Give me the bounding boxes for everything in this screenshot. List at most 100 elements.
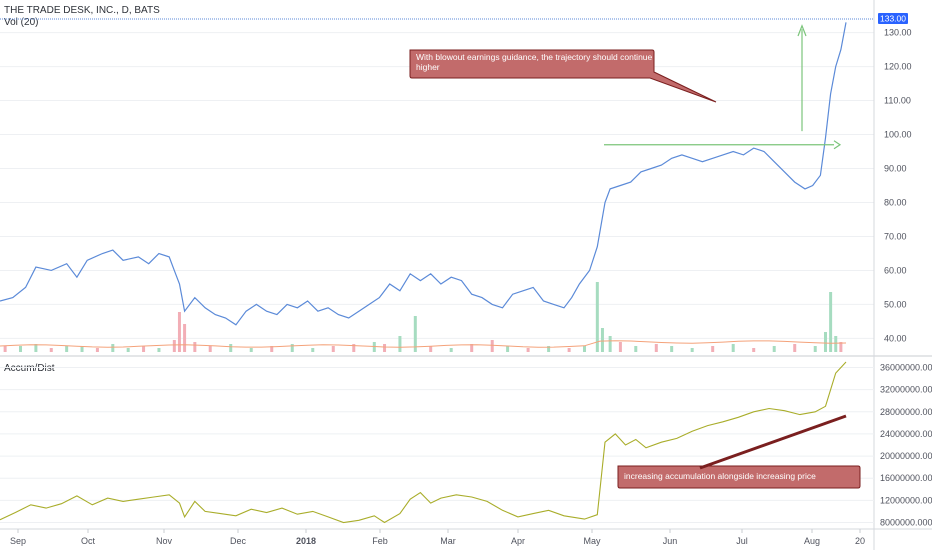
volume-bar	[547, 346, 551, 352]
ad-axis: 36000000.0000 32000000.0000 28000000.0000 2…	[880, 363, 932, 528]
volume-bar	[618, 342, 622, 352]
volume-bar	[208, 346, 212, 352]
last-price-badge: 133.00	[878, 13, 908, 24]
volume-bar	[383, 344, 387, 352]
badge-text: 133.00	[880, 14, 906, 24]
lower-callout-text: increasing accumulation alongside increa…	[624, 471, 816, 481]
time-tick-label: Oct	[81, 536, 96, 546]
price-tick-label: 120.00	[884, 62, 912, 72]
volume-bar	[3, 346, 7, 352]
volume-bar	[19, 346, 23, 352]
time-tick-label: Jun	[663, 536, 678, 546]
volume-bar	[142, 346, 146, 352]
time-axis: Sep Oct Nov Dec 2018 Feb Mar Apr May Jun Jul Aug 20	[10, 529, 865, 546]
volume-bar	[634, 346, 638, 352]
volume-bar	[398, 336, 402, 352]
volume-bar	[193, 342, 197, 352]
time-tick-label: Mar	[440, 536, 456, 546]
price-tick-label: 130.00	[884, 28, 912, 38]
volume-bar	[506, 346, 510, 352]
lower-callout-box	[617, 465, 861, 489]
price-tick-label: 70.00	[884, 231, 907, 241]
time-tick-label: Dec	[230, 536, 247, 546]
volume-bar	[670, 346, 674, 352]
price-axis: 130.00 120.00 110.00 100.00 90.00 80.00 70.00 6…	[884, 28, 912, 344]
vertical-arrowhead	[797, 24, 807, 37]
time-tick-label: Aug	[804, 536, 820, 546]
volume-bar	[270, 346, 274, 352]
volume-bar	[793, 344, 797, 352]
time-tick-label: Jul	[736, 536, 748, 546]
price-tick-label: 100.00	[884, 130, 912, 140]
annotation-arrows	[604, 24, 842, 150]
horizontal-arrowhead	[833, 140, 842, 150]
price-tick-label: 50.00	[884, 299, 907, 309]
ad-tick-label: 32000000.0000	[880, 385, 932, 395]
volume-bar	[95, 348, 99, 352]
time-tick-label: 2018	[296, 536, 316, 546]
price-tick-label: 110.00	[884, 96, 911, 106]
volume-bar	[229, 344, 233, 352]
volume-bar	[813, 346, 817, 352]
volume-moving-average	[0, 340, 847, 348]
ad-tick-label: 12000000.0000	[880, 495, 932, 505]
price-tick-label: 80.00	[884, 197, 907, 207]
symbol-title: THE TRADE DESK, INC., D, BATS	[4, 5, 160, 16]
volume-bar	[177, 312, 181, 352]
time-tick-label: Nov	[156, 536, 173, 546]
volume-bar	[111, 344, 115, 352]
volume-bar	[65, 346, 69, 352]
volume-bar	[567, 348, 571, 352]
volume-bar	[752, 348, 756, 352]
ad-tick-label: 24000000.0000	[880, 429, 932, 439]
ad-gridlines	[0, 367, 874, 523]
upper-callout-box	[409, 49, 717, 103]
price-tick-label: 90.00	[884, 164, 907, 174]
volume-bar	[331, 346, 335, 352]
volume-bar	[80, 346, 84, 352]
time-tick-label: 20	[855, 536, 865, 546]
price-series-line	[0, 22, 847, 326]
time-tick-label: Sep	[10, 536, 26, 546]
volume-bar	[413, 316, 417, 352]
time-tick-label: May	[583, 536, 601, 546]
volume-bar	[526, 348, 530, 352]
volume-bar	[352, 344, 356, 352]
ad-tick-label: 20000000.0000	[880, 451, 932, 461]
upper-callout-text-1: With blowout earnings guidance, the traj…	[416, 52, 653, 62]
accum-dist-label: Accum/Dist	[4, 363, 55, 374]
volume-bar	[490, 340, 494, 352]
volume-bar	[49, 348, 53, 352]
volume-bar	[823, 332, 827, 352]
volume-bar	[157, 348, 161, 352]
volume-bar	[711, 346, 715, 352]
time-tick-label: Feb	[372, 536, 388, 546]
volume-bar	[834, 336, 838, 352]
badge-background	[878, 13, 908, 24]
volume-bar	[311, 348, 315, 352]
upper-callout: With blowout earnings guidance, the traj…	[409, 49, 717, 103]
time-tick-label: Apr	[511, 536, 525, 546]
volume-bar	[839, 342, 843, 352]
volume-bar	[731, 344, 735, 352]
volume-bar	[772, 346, 776, 352]
price-tick-label: 60.00	[884, 265, 907, 275]
volume-bar	[290, 344, 294, 352]
volume-bar	[600, 328, 604, 352]
volume-bar	[429, 346, 433, 352]
price-gridlines	[0, 32, 874, 339]
volume-indicator-label: Vol (20)	[4, 17, 38, 28]
ad-tick-label: 16000000.0000	[880, 473, 932, 483]
volume-bar	[595, 282, 599, 352]
upper-callout-text-2: higher	[416, 62, 440, 72]
volume-bar	[608, 336, 612, 352]
volume-bar	[172, 340, 176, 352]
volume-bar	[34, 344, 38, 352]
volume-bar	[126, 348, 130, 352]
ad-tick-label: 28000000.0000	[880, 407, 932, 417]
ad-tick-label: 8000000.0000	[880, 517, 932, 527]
accum-dist-line	[0, 361, 847, 524]
volume-bar	[183, 324, 187, 352]
lower-callout-pointer	[699, 414, 847, 470]
